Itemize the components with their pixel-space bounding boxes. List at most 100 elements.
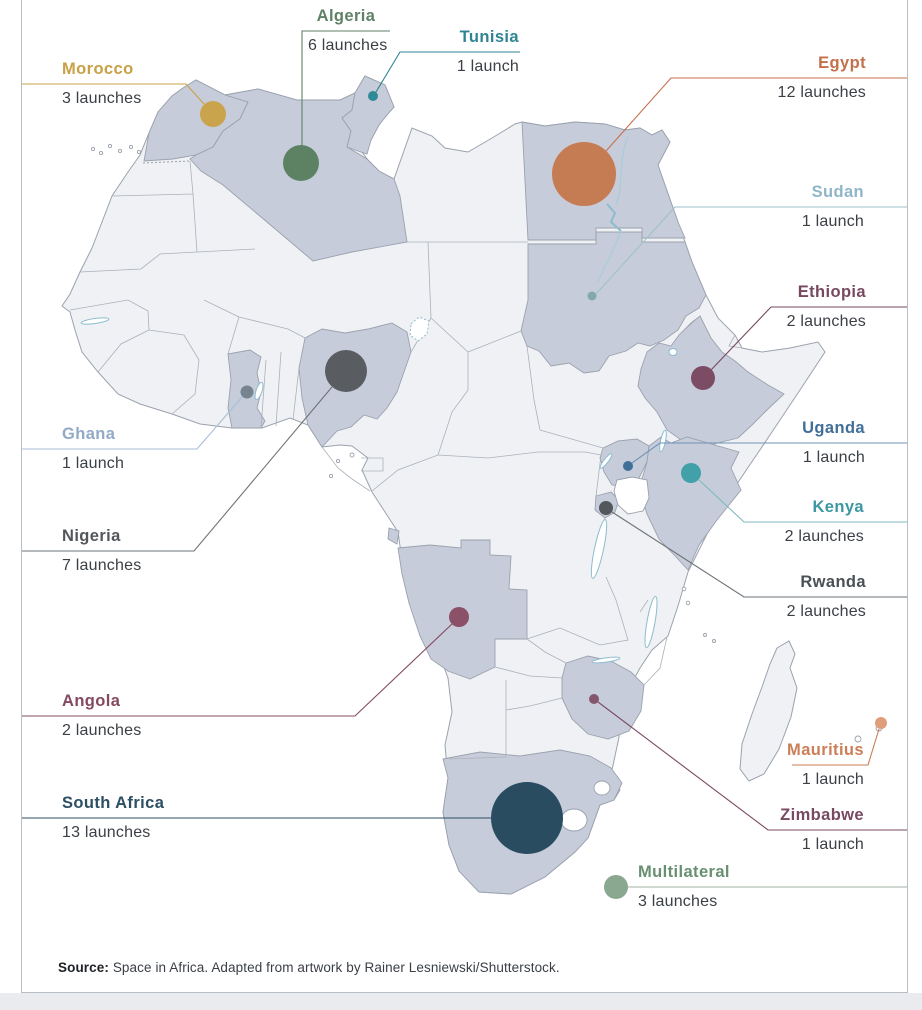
leader-line-tunisia (375, 51, 520, 93)
country-name-multilateral: Multilateral (638, 863, 730, 881)
leader-line-egypt (605, 77, 908, 152)
country-count-kenya: 2 launches (784, 528, 864, 545)
country-shape-cabinda (387, 527, 400, 545)
leader-line-ghana (21, 396, 243, 450)
country-shape-uganda (599, 438, 650, 488)
country-count-angola: 2 launches (62, 722, 142, 739)
bubble-tunisia (368, 91, 378, 101)
country-shape-zimbabwe (561, 655, 645, 740)
small-islands (90, 143, 883, 743)
western-sahara-dashed-border (142, 160, 191, 164)
leader-line-angola (21, 623, 453, 717)
leader-line-morocco (21, 83, 205, 105)
bubble-mauritius (875, 717, 887, 729)
country-count-south-africa: 13 launches (62, 824, 151, 841)
country-count-rwanda: 2 launches (786, 603, 866, 620)
country-shape-morocco (143, 79, 249, 162)
country-count-sudan: 1 launch (801, 213, 864, 230)
country-shape-madagascar (739, 640, 798, 782)
bubble-zimbabwe (589, 694, 599, 704)
country-name-morocco: Morocco (62, 60, 134, 78)
country-name-algeria: Algeria (316, 7, 376, 25)
lake-tana (668, 348, 678, 356)
country-name-tunisia: Tunisia (459, 28, 519, 46)
country-shape-egypt (521, 121, 686, 241)
bubble-nigeria (325, 350, 367, 392)
country-name-zimbabwe: Zimbabwe (780, 806, 864, 824)
country-count-uganda: 1 launch (802, 449, 865, 466)
country-name-mauritius: Mauritius (787, 741, 864, 759)
africa-continent-outline (61, 75, 826, 895)
leader-line-uganda (631, 442, 908, 464)
lake-malawi (644, 595, 658, 649)
country-shape-ethiopia (637, 315, 785, 449)
leader-line-ethiopia (710, 306, 908, 371)
lake-victoria (613, 476, 650, 515)
country-shape-tunisia (341, 75, 395, 155)
bubble-south-africa (491, 782, 563, 854)
bubble-sudan (587, 291, 597, 301)
leader-line-zimbabwe (597, 701, 908, 831)
country-shape-angola (397, 539, 528, 680)
country-count-algeria: 6 launches (308, 37, 388, 54)
bubble-kenya (681, 463, 701, 483)
country-count-tunisia: 1 launch (456, 58, 519, 75)
page-bottom-strip (0, 993, 922, 1010)
country-shape-ghana (227, 349, 266, 429)
country-name-sudan: Sudan (811, 183, 864, 201)
bubble-rwanda (599, 501, 613, 515)
leader-line-kenya (698, 479, 908, 523)
leader-line-sudan (595, 206, 908, 295)
country-shape-kenya (638, 436, 742, 571)
leader-line-nigeria (21, 386, 333, 552)
source-label: Source: (58, 960, 109, 975)
lake-kariba (591, 656, 621, 664)
country-count-ghana: 1 launch (62, 455, 125, 472)
bubble-ghana (240, 385, 254, 399)
bubble-multilateral (604, 875, 628, 899)
country-name-egypt: Egypt (818, 54, 866, 72)
frame-left-border (21, 0, 22, 992)
country-shape-south-africa (442, 749, 623, 895)
source-attribution: Source: Space in Africa. Adapted from ar… (58, 960, 560, 975)
country-name-kenya: Kenya (812, 498, 864, 516)
bubble-angola (449, 607, 469, 627)
bubble-uganda (623, 461, 633, 471)
lake-nasser (606, 203, 622, 232)
lake-albert (599, 453, 613, 469)
country-shape-nigeria (298, 322, 412, 448)
country-name-rwanda: Rwanda (800, 573, 866, 591)
country-count-multilateral: 3 launches (638, 893, 718, 910)
interior-borders (69, 160, 743, 760)
lake-tanganyika (590, 519, 608, 579)
country-shape-rwanda (594, 491, 620, 519)
lake-volta (254, 381, 264, 401)
frame-right-border (907, 0, 908, 992)
lake-chad (409, 316, 430, 342)
country-name-ghana: Ghana (62, 425, 116, 443)
bubble-algeria (283, 145, 319, 181)
country-count-zimbabwe: 1 launch (801, 836, 864, 853)
country-count-ethiopia: 2 launches (786, 313, 866, 330)
leader-line-mauritius (792, 728, 880, 766)
country-name-south-africa: South Africa (62, 794, 165, 812)
nile-river (597, 135, 629, 283)
country-shape-lesotho (560, 808, 588, 832)
country-count-egypt: 12 launches (777, 84, 866, 101)
country-shape-sudan (520, 231, 707, 374)
bubble-ethiopia (691, 366, 715, 390)
country-name-uganda: Uganda (802, 419, 865, 437)
leader-line-rwanda (611, 511, 908, 598)
lake-turkana (659, 429, 667, 453)
bubble-egypt (552, 142, 616, 206)
leader-line-algeria (301, 30, 390, 146)
country-shape-swaziland (593, 780, 611, 796)
country-name-ethiopia: Ethiopia (797, 283, 866, 301)
source-text: Space in Africa. Adapted from artwork by… (108, 960, 560, 975)
frame-bottom-border (21, 992, 908, 993)
country-name-angola: Angola (62, 692, 121, 710)
